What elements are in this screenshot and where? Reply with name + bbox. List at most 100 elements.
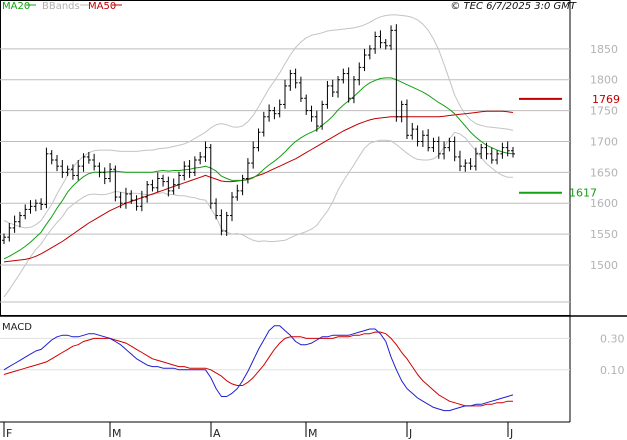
ohlc-bar: [468, 158, 473, 170]
ohlc-bar: [49, 150, 54, 165]
ohlc-bar: [219, 209, 224, 236]
ohlc-bar: [373, 31, 378, 54]
ohlc-bar: [431, 137, 436, 152]
ohlc-bar: [362, 48, 367, 72]
bbands-lower-line: [3, 131, 513, 298]
ohlc-bar: [251, 141, 256, 169]
ohlc-bar: [245, 158, 250, 184]
legend-label-ma20: MA20: [2, 1, 30, 12]
ohlc-bar: [214, 198, 219, 220]
ohlc-bar: [113, 165, 118, 202]
ohlc-bar: [489, 147, 494, 164]
copyright-text: © TEC 6/7/2025 3:0 GMT: [450, 1, 577, 12]
ohlc-bar: [410, 122, 415, 140]
legend-label-bbands: BBands: [42, 1, 80, 12]
ohlc-bar: [92, 153, 97, 171]
ohlc-bar: [500, 142, 505, 159]
ohlc-bar: [76, 160, 81, 181]
ohlc-bar: [33, 199, 38, 212]
ohlc-bar: [277, 99, 282, 118]
ohlc-bar: [484, 142, 489, 160]
ohlc-bar: [28, 200, 33, 214]
ohlc-bar: [283, 79, 288, 109]
ohlc-bar: [7, 222, 12, 242]
ohlc-bar: [17, 211, 22, 228]
ohlc-bar: [198, 151, 203, 165]
ohlc-bar: [304, 94, 309, 115]
ohlc-bar: [187, 160, 192, 178]
ohlc-bar: [314, 110, 319, 132]
macd-tick-label: 0.30: [600, 332, 625, 345]
ohlc-bar: [261, 111, 266, 137]
ohlc-bar: [139, 190, 144, 212]
macd-tick-label: 0.10: [600, 364, 625, 377]
ohlc-bar: [256, 128, 261, 152]
ohlc-bar: [367, 45, 372, 60]
ohlc-bar: [192, 156, 197, 177]
ohlc-bar: [55, 155, 60, 172]
month-label: J: [408, 427, 412, 440]
macd-signal-line: [3, 331, 513, 407]
ohlc-bar: [166, 176, 171, 197]
ohlc-bar: [224, 211, 229, 236]
ohlc-bar: [229, 192, 234, 222]
ohlc-bar: [298, 76, 303, 102]
ohlc-bar: [2, 233, 6, 244]
ohlc-bar: [447, 137, 452, 152]
price-tick-label: 1600: [590, 197, 618, 210]
ohlc-bar: [171, 178, 176, 195]
price-tick-label: 1550: [590, 228, 618, 241]
ohlc-bar: [86, 151, 91, 164]
month-label: A: [213, 427, 221, 440]
ohlc-bar: [65, 165, 70, 177]
ohlc-bar: [505, 141, 510, 157]
month-label: M: [112, 427, 122, 440]
ohlc-bar: [60, 160, 65, 178]
ohlc-bar: [463, 159, 468, 172]
ohlc-bar: [511, 147, 515, 158]
ohlc-bar: [81, 153, 86, 172]
level-label-1769: 1769: [592, 93, 620, 106]
ohlc-bar: [203, 141, 208, 162]
ohlc-bar: [346, 67, 351, 103]
price-tick-label: 1750: [590, 105, 618, 118]
ohlc-bar: [235, 184, 240, 201]
ohlc-bar: [415, 125, 420, 147]
ohlc-bar: [288, 69, 293, 91]
ohlc-bar: [457, 150, 462, 172]
ohlc-bar: [176, 171, 181, 190]
ohlc-bar: [436, 136, 441, 159]
price-tick-label: 1650: [590, 166, 618, 179]
level-label-1617: 1617: [569, 187, 597, 200]
ohlc-bar: [70, 164, 75, 180]
ohlc-bar: [240, 174, 245, 196]
ohlc-bar: [442, 141, 447, 160]
ohlc-bar: [108, 163, 113, 183]
ohlc-bar: [145, 180, 150, 203]
ohlc-bar: [426, 129, 431, 152]
ohlc-bar: [336, 76, 341, 98]
ohlc-bar: [208, 143, 213, 209]
ohlc-bar: [39, 198, 44, 211]
ohlc-bar: [150, 179, 155, 192]
legend-label-ma50: MA50: [88, 1, 116, 12]
price-tick-label: 1700: [590, 135, 618, 148]
ohlc-bar: [118, 192, 123, 209]
ohlc-bar: [389, 25, 394, 51]
ohlc-bar: [161, 174, 166, 187]
ohlc-bar: [129, 190, 134, 204]
ohlc-bar: [182, 161, 187, 181]
ohlc-bar: [357, 62, 362, 86]
ohlc-bar: [404, 99, 409, 140]
ma20-line: [3, 77, 514, 260]
ohlc-bar: [394, 24, 399, 122]
ohlc-bar: [155, 172, 160, 193]
month-label: F: [6, 427, 12, 440]
ohlc-bar: [325, 80, 330, 109]
price-tick-label: 1850: [590, 43, 618, 56]
ohlc-bar: [320, 100, 325, 130]
ohlc-bar: [309, 105, 314, 122]
ohlc-bar: [495, 150, 500, 165]
